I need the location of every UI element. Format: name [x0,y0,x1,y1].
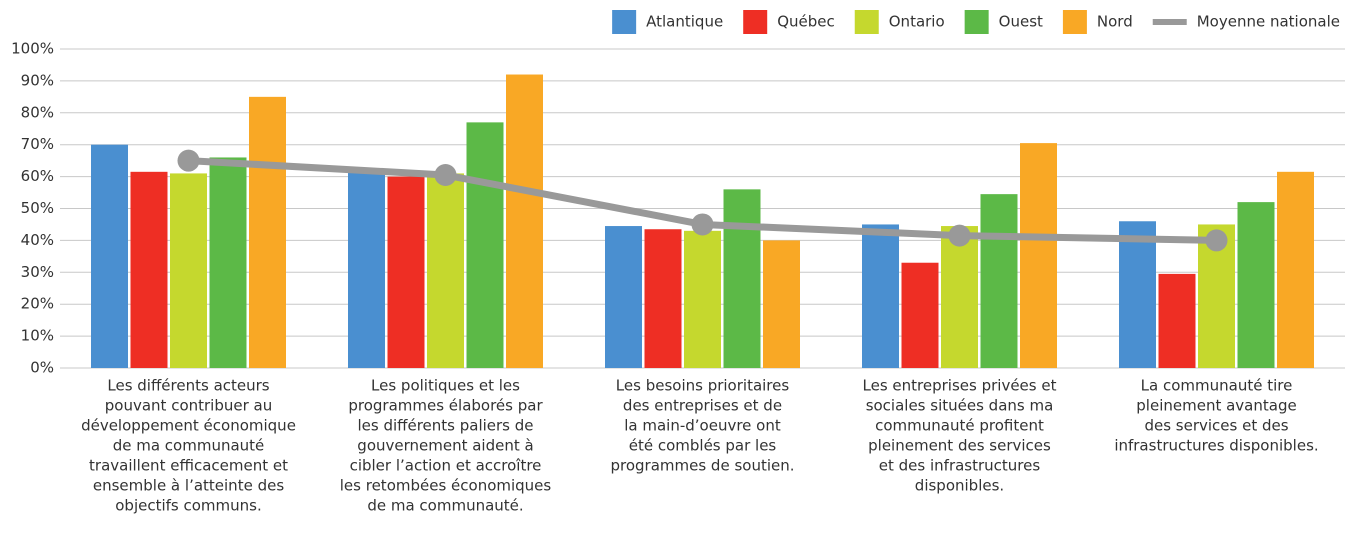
y-tick-label: 10% [21,327,54,345]
x-tick-label: programmes élaborés par [348,397,543,415]
x-tick-label: les différents paliers de [357,417,533,435]
line-point [434,164,457,187]
y-tick-label: 30% [21,263,54,281]
bar [862,224,899,368]
x-tick-label: la main-d’oeuvre ont [624,417,781,435]
legend-label: Québec [777,13,835,31]
y-tick-label: 20% [21,295,54,313]
y-tick-label: 50% [21,199,54,217]
legend-label: Ouest [999,13,1043,31]
x-tick-label: de ma communauté. [367,497,523,515]
x-tick-label: Les besoins prioritaires [616,377,790,395]
x-tick-label: cibler l’action et accroître [350,457,542,475]
bar [1119,221,1156,368]
y-tick-label: 60% [21,167,54,185]
line-point [948,224,971,247]
bar [1158,273,1196,368]
line-point [1205,229,1228,252]
x-tick-label: travaillent efficacement et [89,457,288,475]
bar [1277,171,1314,368]
bar [1237,202,1275,368]
bar [901,262,939,368]
x-tick-label: pouvant contribuer au [105,397,272,415]
line-point [177,149,200,172]
legend-label: Moyenne nationale [1197,13,1340,31]
bar [209,157,247,368]
bar [91,144,128,368]
bar [980,194,1018,368]
x-tick-label: pleinement avantage [1136,397,1296,415]
y-tick-label: 40% [21,231,54,249]
bar [348,170,385,368]
x-tick-label: Les entreprises privées et [863,377,1057,395]
x-tick-label: de ma communauté [113,437,265,455]
x-tick-label: Les politiques et les [371,377,520,395]
legend-swatch [854,10,879,34]
x-tick-label: La communauté tire [1141,377,1293,395]
legend-swatch [964,10,989,34]
line-point [691,213,714,236]
x-tick-label: été comblés par les [629,437,777,455]
x-tick-label: Les différents acteurs [107,377,269,395]
y-tick-label: 0% [30,359,54,377]
x-tick-label: sociales situées dans ma [866,397,1054,415]
x-tick-label: des entreprises et de [623,397,782,415]
legend-swatch [612,10,637,34]
legend-swatch [1152,19,1187,25]
bar [605,226,642,368]
x-tick-label: ensemble à l’atteinte des [93,477,284,495]
x-tick-label: objectifs communs. [115,497,262,515]
bar [466,122,504,369]
bar [249,96,286,368]
x-tick-label: développement économique [81,417,296,435]
bar [644,229,682,368]
bar [170,173,207,368]
y-tick-label: 90% [21,71,54,89]
x-tick-label: et des infrastructures [879,457,1041,475]
x-tick-label: programmes de soutien. [610,457,794,475]
legend-swatch [1062,10,1087,34]
y-tick-label: 80% [21,103,54,121]
bar [387,176,425,368]
legend-label: Nord [1097,13,1133,31]
x-tick-label: gouvernement aident à [357,437,533,455]
legend-swatch [743,10,768,34]
bar [684,230,721,368]
bar [1020,143,1057,368]
x-tick-label: des services et des [1144,417,1288,435]
bar [763,240,800,368]
y-tick-label: 70% [21,135,54,153]
bar [941,226,978,368]
x-tick-label: les retombées économiques [340,477,552,495]
x-tick-label: communauté profitent [875,417,1044,435]
bar [723,189,761,368]
x-tick-label: pleinement des services [868,437,1051,455]
bar [427,173,464,368]
bar [130,171,168,368]
legend-label: Atlantique [646,13,723,31]
x-tick-label: infrastructures disponibles. [1114,437,1318,455]
bar [506,74,543,369]
y-tick-label: 100% [11,40,54,58]
x-tick-label: disponibles. [915,477,1004,495]
legend-label: Ontario [889,13,945,31]
